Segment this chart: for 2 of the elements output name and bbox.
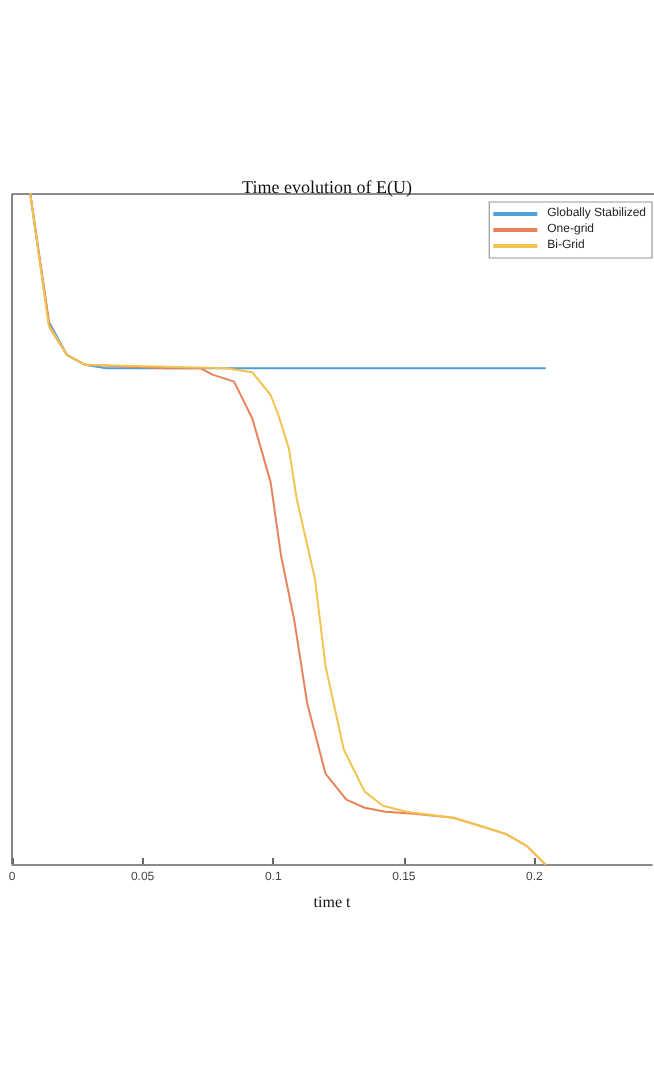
x-axis-title: time t (313, 892, 352, 911)
chart-title: Time evolution of E(U) (242, 177, 412, 197)
